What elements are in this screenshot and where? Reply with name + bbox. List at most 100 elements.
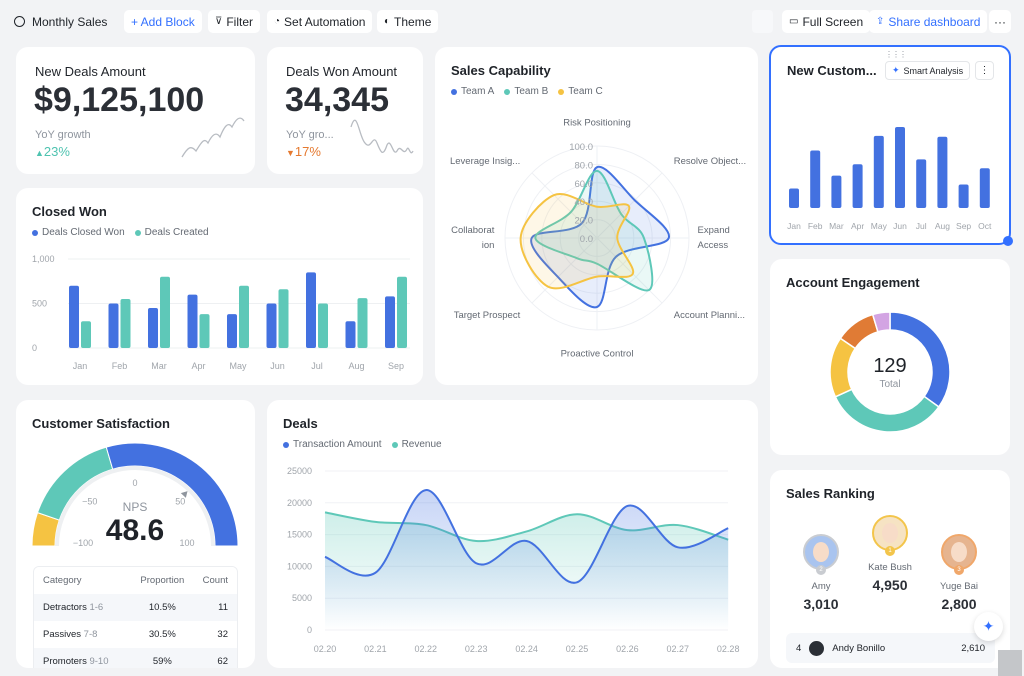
x-tick-label: May <box>871 221 888 231</box>
x-tick-label: 02.22 <box>415 644 438 654</box>
triangle-up-icon: ▲ <box>35 148 44 158</box>
deals-chart: 0 5000 10000 15000 20000 25000 02.20 02.21 02.22… <box>287 466 739 654</box>
new-customers-chart: Jan Feb Mar Apr May Jun Jul Aug Sep Oct <box>787 127 992 231</box>
radar-tick-label: 40.0 <box>575 197 594 208</box>
radar-tick-label: 0.0 <box>580 234 593 245</box>
radar-chart: Risk Positioning Resolve Object... Expand A… <box>450 117 746 360</box>
donut-total: 129 <box>873 355 907 377</box>
legend-item[interactable]: Deals Created <box>134 227 209 238</box>
legend-item[interactable]: Deals Closed Won <box>32 227 125 238</box>
table-row[interactable]: Detractors 1-6 10.5% 11 <box>34 594 237 621</box>
new-customers-card[interactable]: ⋮⋮⋮ New Custom... ✦ Smart Analysis ⋮ Jan F… <box>769 45 1011 245</box>
x-tick-label: 02.21 <box>364 644 387 654</box>
gauge-tick-label: −50 <box>82 497 97 507</box>
more-button[interactable]: ··· <box>989 10 1011 33</box>
bar <box>266 303 277 348</box>
gauge-track <box>55 466 215 547</box>
bar <box>357 298 368 348</box>
dashboard-title[interactable]: Monthly Sales <box>14 10 107 33</box>
bar <box>937 136 948 208</box>
sales-capability-card[interactable]: Sales Capability Team A Team B Team C Ri… <box>435 47 758 385</box>
seller-score: 4,950 <box>872 577 908 593</box>
palette-icon: ◐ <box>384 16 391 27</box>
sparkline <box>350 119 414 154</box>
theme-button[interactable]: ◐ Theme <box>377 10 439 33</box>
seller-score: 2,610 <box>961 642 985 654</box>
smart-analysis-button[interactable]: ✦ Smart Analysis <box>885 61 971 80</box>
resize-handle[interactable] <box>1003 236 1013 246</box>
x-tick-label: Feb <box>112 361 128 371</box>
card-title: Deals <box>283 416 318 431</box>
kpi-value: 34,345 <box>285 81 389 119</box>
bar <box>278 289 289 348</box>
closed-won-card[interactable]: Closed Won Deals Closed Won Deals Create… <box>16 188 423 385</box>
sales-ranking-card[interactable]: Sales Ranking 2 Amy 3,010 1 Kate Bush 4,… <box>770 470 1010 668</box>
legend-item[interactable]: Team C <box>558 86 603 97</box>
customer-satisfaction-card[interactable]: Customer Satisfaction −100 −50 0 50 100 NPS … <box>16 400 255 668</box>
y-tick-label: 0 <box>307 625 312 635</box>
ai-assistant-button[interactable]: ✦ <box>974 612 1003 641</box>
kpi-subtitle: YoY growth <box>35 129 91 141</box>
kpi-title: Deals Won Amount <box>286 64 398 79</box>
seller-name: Amy <box>811 581 831 592</box>
account-engagement-card[interactable]: Account Engagement 129 Total <box>770 259 1010 455</box>
radar-tick-label: 20.0 <box>575 216 594 227</box>
x-tick-label: Aug <box>935 221 950 231</box>
rank-badge: 3 <box>954 565 964 575</box>
card-title: Account Engagement <box>786 275 920 290</box>
x-tick-label: May <box>229 361 247 371</box>
filter-button[interactable]: ⊽ Filter <box>208 10 260 33</box>
donut-chart <box>829 311 951 433</box>
legend-item[interactable]: Revenue <box>391 439 442 450</box>
radar-axis-label: Access <box>698 240 729 251</box>
kpi-deals-won[interactable]: Deals Won Amount 34,345 YoY gro... ▼17% <box>267 47 423 174</box>
drag-handle-icon[interactable]: ⋮⋮⋮ <box>885 50 907 59</box>
x-tick-label: 02.23 <box>465 644 488 654</box>
kpi-new-deals[interactable]: New Deals Amount $9,125,100 YoY growth ▲… <box>16 47 255 174</box>
radar-series-team-c <box>519 192 635 290</box>
ranking-list-row[interactable]: 4 Andy Bonillo 2,610 <box>786 633 995 663</box>
scrollbar-thumb[interactable] <box>998 650 1022 676</box>
deals-card[interactable]: Deals Transaction Amount Revenue 0 5000 10… <box>267 400 758 668</box>
table-row[interactable]: Passives 7-8 30.5% 32 <box>43 629 228 640</box>
avatar[interactable] <box>872 515 908 551</box>
radar-axis <box>596 237 663 304</box>
radar-axis-label: Proactive Control <box>561 349 634 360</box>
satisfaction-table: Category Proportion Count Detractors 1-6 10… <box>33 566 238 668</box>
bar <box>810 150 821 208</box>
seller-name: Kate Bush <box>868 562 912 573</box>
card-title: Customer Satisfaction <box>32 416 170 431</box>
bar <box>187 294 198 348</box>
bar <box>916 159 927 208</box>
bar <box>306 272 316 348</box>
card-title: Closed Won <box>32 204 107 219</box>
kpi-change: ▼17% <box>286 144 321 159</box>
bar <box>108 303 119 348</box>
legend-item[interactable]: Team A <box>451 86 494 97</box>
table-row[interactable]: Promoters 9-10 59% 62 <box>34 648 237 668</box>
x-tick-label: Jan <box>787 221 801 231</box>
kpi-change: ▲23% <box>35 144 70 159</box>
y-tick-label: 25000 <box>287 466 312 476</box>
y-tick-label: 1,000 <box>32 254 55 264</box>
card-more-button[interactable]: ⋮ <box>975 61 994 80</box>
bar <box>895 127 905 208</box>
y-tick-label: 500 <box>32 299 47 309</box>
bar <box>397 276 407 348</box>
blank-button[interactable] <box>752 10 773 33</box>
x-tick-label: Mar <box>151 361 167 371</box>
x-tick-label: 02.20 <box>314 644 337 654</box>
bar <box>160 276 170 348</box>
set-automation-button[interactable]: ◔ Set Automation <box>267 10 373 33</box>
x-tick-label: Jul <box>916 221 927 231</box>
bar <box>873 135 884 208</box>
bar <box>979 168 990 208</box>
full-screen-button[interactable]: ▭ Full Screen <box>782 10 871 33</box>
legend-item[interactable]: Transaction Amount <box>283 439 382 450</box>
radar-axis-label: Target Prospect <box>454 310 521 321</box>
radar-axis <box>531 237 598 304</box>
legend-item[interactable]: Team B <box>504 86 548 97</box>
add-block-button[interactable]: + Add Block <box>124 10 202 33</box>
share-dashboard-button[interactable]: ⇪ Share dashboard <box>869 10 988 33</box>
gauge-value: 48.6 <box>105 514 165 547</box>
